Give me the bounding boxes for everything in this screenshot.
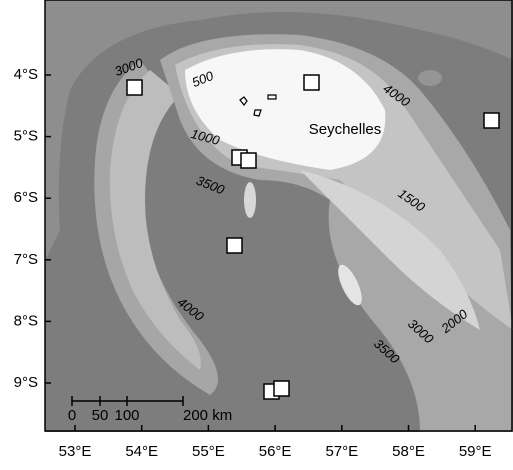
longitude-label: 55°E <box>192 443 225 460</box>
latitude-label: 5°S <box>14 128 38 145</box>
scale-bar-label: 0 <box>68 407 76 424</box>
longitude-label: 59°E <box>459 443 492 460</box>
latitude-label: 9°S <box>14 374 38 391</box>
latitude-label: 4°S <box>14 66 38 83</box>
longitude-label: 57°E <box>325 443 358 460</box>
scale-bar-label: 50 <box>92 407 109 424</box>
scale-bar-label: 100 <box>114 407 139 424</box>
longitude-label: 53°E <box>59 443 92 460</box>
longitude-label: 54°E <box>125 443 158 460</box>
latitude-label: 6°S <box>14 189 38 206</box>
scale-bar-label: 200 km <box>183 407 232 424</box>
longitude-label: 58°E <box>392 443 425 460</box>
longitude-label: 56°E <box>259 443 292 460</box>
place-label: Seychelles <box>309 121 382 138</box>
latitude-label: 8°S <box>14 312 38 329</box>
latitude-label: 7°S <box>14 251 38 268</box>
map-figure: 53°E 54°E 55°E 56°E 57°E 58°E 59°E 4°S 5°S 6°S 7°S… <box>0 0 513 470</box>
